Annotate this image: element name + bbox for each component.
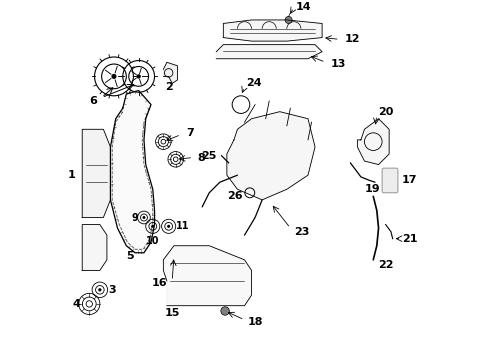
Polygon shape <box>82 129 110 217</box>
Text: 18: 18 <box>247 316 263 327</box>
Text: 23: 23 <box>293 226 308 237</box>
Circle shape <box>143 217 144 218</box>
Polygon shape <box>110 90 154 253</box>
Polygon shape <box>163 246 251 306</box>
Text: 13: 13 <box>330 59 346 69</box>
Text: 15: 15 <box>164 308 180 318</box>
Text: 22: 22 <box>378 260 393 270</box>
Text: 20: 20 <box>377 107 392 117</box>
Text: 7: 7 <box>186 128 194 138</box>
Text: 2: 2 <box>164 82 172 92</box>
FancyBboxPatch shape <box>381 168 397 193</box>
Text: 19: 19 <box>364 184 379 194</box>
Circle shape <box>152 225 153 227</box>
Text: 5: 5 <box>126 251 133 261</box>
Polygon shape <box>163 62 177 84</box>
Text: 4: 4 <box>73 299 81 309</box>
Text: 8: 8 <box>197 153 204 162</box>
Text: 9: 9 <box>132 212 139 222</box>
Circle shape <box>99 289 101 291</box>
Circle shape <box>285 17 291 23</box>
Text: 21: 21 <box>402 234 417 244</box>
Text: 14: 14 <box>295 1 311 12</box>
Circle shape <box>112 75 116 78</box>
Text: 24: 24 <box>246 78 262 89</box>
Polygon shape <box>82 225 107 270</box>
Circle shape <box>137 75 140 78</box>
Text: 16: 16 <box>151 278 166 288</box>
Text: 1: 1 <box>68 170 75 180</box>
Text: 10: 10 <box>146 236 159 246</box>
Text: 17: 17 <box>401 175 416 185</box>
Text: 25: 25 <box>201 151 216 161</box>
Text: 11: 11 <box>175 221 189 231</box>
Text: 12: 12 <box>345 34 360 44</box>
Polygon shape <box>357 119 388 165</box>
Text: 6: 6 <box>89 96 97 106</box>
Text: 3: 3 <box>108 285 116 295</box>
Circle shape <box>221 307 229 315</box>
Polygon shape <box>226 112 314 200</box>
Text: 26: 26 <box>226 191 242 201</box>
Polygon shape <box>216 45 322 59</box>
Polygon shape <box>223 20 322 41</box>
Circle shape <box>167 225 169 227</box>
